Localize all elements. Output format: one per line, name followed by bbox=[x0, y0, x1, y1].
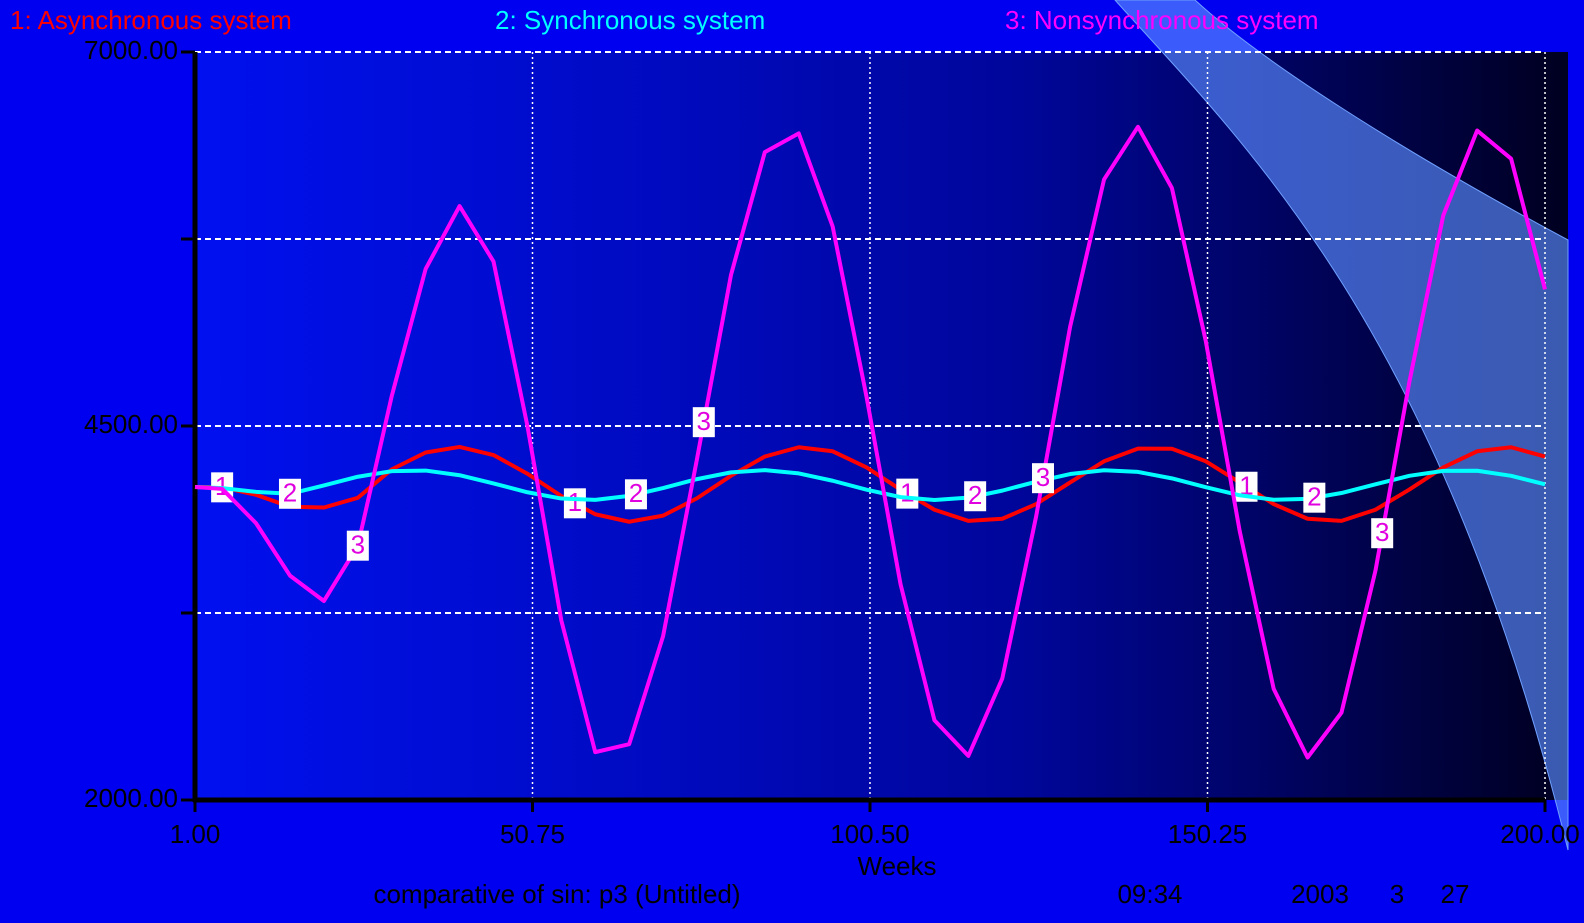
footer-time: 09:34 bbox=[1117, 879, 1182, 909]
y-tick-label: 7000.00 bbox=[84, 35, 178, 65]
x-axis-label: Weeks bbox=[858, 851, 937, 881]
series-marker: 2 bbox=[1307, 482, 1321, 512]
x-tick-label: 150.25 bbox=[1168, 819, 1248, 849]
legend-entry: 2: Synchronous system bbox=[495, 5, 765, 35]
x-tick-label: 200.00 bbox=[1500, 819, 1580, 849]
series-marker: 1 bbox=[568, 487, 582, 517]
x-tick-label: 50.75 bbox=[500, 819, 565, 849]
footer-year: 2003 bbox=[1291, 879, 1349, 909]
series-marker: 3 bbox=[1036, 462, 1050, 492]
y-tick-label: 2000.00 bbox=[84, 783, 178, 813]
series-marker: 3 bbox=[1375, 517, 1389, 547]
series-marker: 1 bbox=[900, 477, 914, 507]
legend-entry: 1: Asynchronous system bbox=[10, 5, 292, 35]
series-marker: 3 bbox=[351, 530, 365, 560]
x-tick-label: 100.50 bbox=[830, 819, 910, 849]
series-marker: 3 bbox=[697, 406, 711, 436]
y-tick-label: 4500.00 bbox=[84, 409, 178, 439]
footer-month: 3 bbox=[1390, 879, 1404, 909]
chart: Weeks comparative of sin: p3 (Untitled) … bbox=[0, 0, 1584, 923]
series-marker: 2 bbox=[968, 480, 982, 510]
series-marker: 2 bbox=[629, 478, 643, 508]
footer-title: comparative of sin: p3 (Untitled) bbox=[373, 879, 740, 909]
footer-day: 27 bbox=[1441, 879, 1470, 909]
legend-entry: 3: Nonsynchronous system bbox=[1005, 5, 1319, 35]
series-marker: 2 bbox=[283, 478, 297, 508]
x-tick-label: 1.00 bbox=[170, 819, 221, 849]
